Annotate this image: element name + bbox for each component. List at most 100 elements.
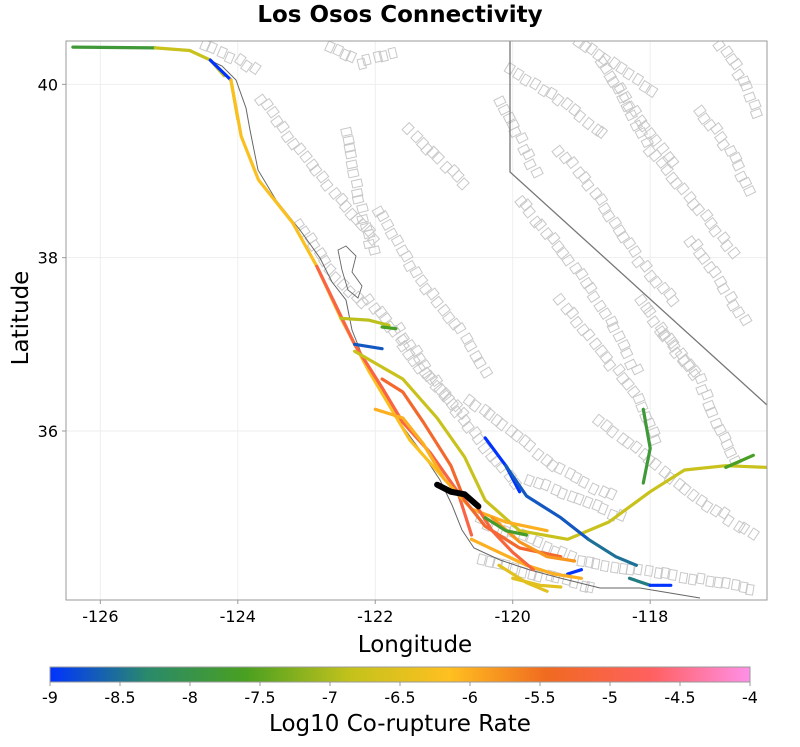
fault-section bbox=[280, 130, 295, 144]
fault-section bbox=[653, 567, 664, 580]
fault-section bbox=[634, 293, 648, 307]
fault-section bbox=[469, 349, 483, 363]
fault-section bbox=[456, 406, 470, 421]
fault-section bbox=[720, 438, 734, 451]
fault-section bbox=[356, 213, 369, 225]
fault-section bbox=[345, 159, 359, 170]
fault-section bbox=[319, 178, 334, 192]
fault-section bbox=[645, 84, 659, 99]
fault-section bbox=[657, 329, 671, 343]
fault-section bbox=[573, 492, 585, 506]
colorbar-ticks: -9 -8.5 -8 -7.5 -7 -6.5 -6 -5.5 -5 -4.5 -4 bbox=[42, 682, 758, 707]
fault-section bbox=[424, 371, 439, 386]
fault-section bbox=[421, 369, 436, 383]
fault-section bbox=[551, 93, 565, 107]
background-fault-sections bbox=[199, 41, 763, 596]
fault-section bbox=[514, 194, 528, 209]
fault-section bbox=[716, 282, 731, 296]
fault-section bbox=[493, 95, 507, 108]
colorbar-tick-label: -8 bbox=[182, 688, 198, 707]
fault-section bbox=[713, 576, 724, 589]
fault-section bbox=[622, 67, 635, 81]
fault-section bbox=[609, 561, 620, 574]
fault-section bbox=[720, 45, 734, 59]
fault-section bbox=[293, 142, 307, 156]
colorbar-tick-label: -9 bbox=[42, 688, 58, 707]
colorbar-tick-label: -5 bbox=[602, 688, 618, 707]
fault-section bbox=[479, 366, 494, 379]
fault-section bbox=[401, 121, 415, 136]
fault-section bbox=[661, 150, 676, 165]
y-axis-label: Latitude bbox=[8, 270, 34, 366]
fault-trace bbox=[504, 464, 590, 541]
fault-section bbox=[579, 580, 590, 594]
fault-section bbox=[580, 178, 595, 192]
fault-section bbox=[649, 275, 663, 289]
fault-section bbox=[451, 169, 465, 183]
fault-section bbox=[632, 392, 646, 405]
fault-section bbox=[708, 224, 722, 238]
fault-section bbox=[709, 504, 723, 518]
fault-section bbox=[456, 177, 470, 191]
fault-section bbox=[569, 261, 583, 275]
y-tick-label: 38 bbox=[38, 249, 58, 268]
x-axis-label: Longitude bbox=[357, 632, 473, 658]
fault-section bbox=[537, 83, 550, 98]
fault-section bbox=[737, 521, 751, 536]
fault-section bbox=[582, 495, 594, 509]
fault-section bbox=[344, 149, 358, 160]
fault-section bbox=[731, 306, 746, 319]
fault-section bbox=[738, 176, 753, 189]
fault-section bbox=[512, 67, 525, 82]
fault-section bbox=[648, 457, 662, 472]
fault-section bbox=[581, 116, 595, 131]
fault-section bbox=[718, 506, 731, 520]
fault-section bbox=[642, 305, 657, 319]
x-tick-label: -118 bbox=[632, 607, 668, 626]
colorbar-tick-label: -6.5 bbox=[384, 688, 415, 707]
fault-section bbox=[630, 363, 645, 376]
fault-section bbox=[709, 417, 723, 430]
fault-section bbox=[461, 420, 475, 435]
fault-section bbox=[749, 107, 763, 120]
fault-section bbox=[695, 572, 706, 585]
fault-section bbox=[731, 68, 745, 82]
fault-section bbox=[532, 570, 544, 583]
fault-section bbox=[473, 356, 487, 370]
fault-section bbox=[565, 156, 580, 170]
fault-section bbox=[338, 199, 353, 214]
fault-section bbox=[324, 41, 336, 54]
fault-section bbox=[656, 281, 671, 295]
fault-section bbox=[599, 418, 614, 433]
fault-section bbox=[415, 136, 430, 151]
fault-section bbox=[540, 453, 554, 468]
fault-section bbox=[744, 583, 755, 596]
fault-section bbox=[594, 125, 609, 140]
fault-section bbox=[678, 571, 689, 585]
fault-section bbox=[556, 246, 570, 260]
fault-section bbox=[729, 151, 743, 164]
fault-section bbox=[712, 41, 726, 52]
fault-section bbox=[629, 119, 644, 132]
fault-section bbox=[729, 57, 744, 71]
fault-section bbox=[634, 126, 648, 139]
fault-section bbox=[739, 80, 753, 92]
colorbar-tick-label: -8.5 bbox=[104, 688, 135, 707]
fault-section bbox=[342, 135, 355, 146]
fault-section bbox=[743, 91, 757, 103]
fault-section bbox=[523, 158, 537, 171]
fault-section bbox=[606, 425, 620, 439]
fault-section bbox=[569, 315, 584, 329]
fault-section bbox=[521, 148, 536, 161]
fault-section bbox=[409, 344, 424, 358]
fault-section bbox=[716, 231, 731, 245]
fault-section bbox=[590, 557, 601, 570]
fault-section bbox=[519, 73, 532, 87]
fault-section bbox=[639, 259, 653, 273]
fault-section bbox=[620, 100, 634, 113]
fault-section bbox=[502, 111, 517, 124]
fault-section bbox=[665, 155, 680, 169]
fault-section bbox=[631, 255, 645, 269]
fault-section bbox=[703, 118, 717, 132]
fault-section bbox=[691, 203, 706, 217]
